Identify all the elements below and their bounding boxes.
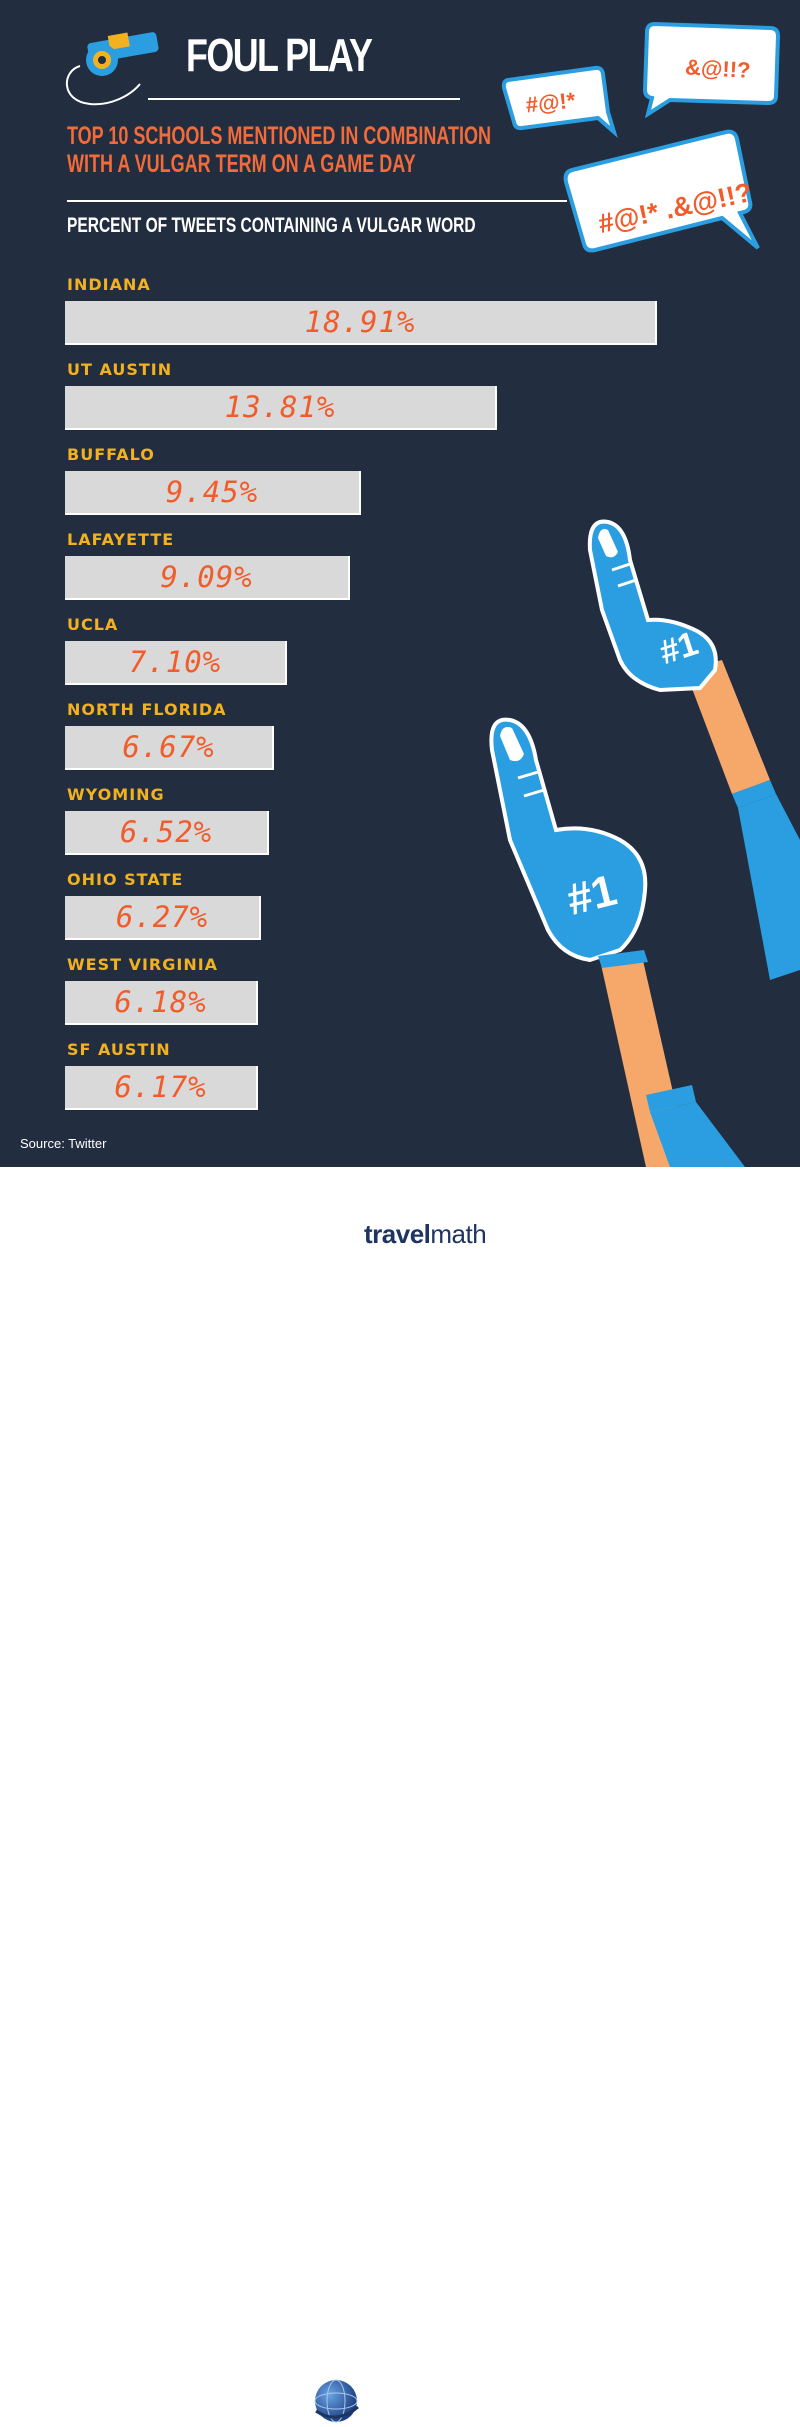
- category-label: NORTH FLORIDA: [67, 700, 227, 719]
- bar-value-label: 9.45%: [165, 475, 259, 509]
- brand-part-1: travel: [364, 1219, 431, 1249]
- chart-axis-label: PERCENT OF TWEETS CONTAINING A VULGAR WO…: [67, 214, 476, 237]
- bar-value-label: 6.27%: [115, 900, 209, 934]
- source-note: Source: Twitter: [20, 1136, 107, 1151]
- speech-bubbles: #@!* &@!!? #@!* .&@!!?: [501, 21, 781, 253]
- bar-value-label: 6.67%: [122, 730, 215, 764]
- category-label: UT AUSTIN: [67, 360, 173, 379]
- bar: 6.18%: [65, 981, 258, 1025]
- bar-value-label: 13.81%: [224, 390, 336, 424]
- speech-bubble-1: [501, 65, 618, 139]
- category-label: LAFAYETTE: [67, 530, 175, 549]
- brand-part-2: math: [430, 1219, 487, 1249]
- bar-value-label: 6.18%: [114, 985, 207, 1019]
- bar-value-label: 9.09%: [160, 560, 253, 594]
- bar-value-label: 6.17%: [114, 1070, 207, 1104]
- category-label: WEST VIRGINIA: [67, 955, 219, 974]
- foam-finger-back: #1: [587, 519, 800, 980]
- subtitle-line-2: WITH A VULGAR TERM ON A GAME DAY: [67, 150, 416, 178]
- category-label: UCLA: [67, 615, 119, 634]
- bar: 9.09%: [65, 556, 350, 600]
- whistle-icon: [65, 32, 159, 106]
- bar-value-label: 7.10%: [128, 645, 222, 679]
- footer: travelmath: [0, 1167, 800, 2423]
- bar-value-label: 6.52%: [119, 815, 213, 849]
- speech-bubble-3: [563, 129, 760, 253]
- bubble-2-text: &@!!?: [684, 54, 751, 82]
- category-label: OHIO STATE: [67, 870, 184, 889]
- subtitle: TOP 10 SCHOOLS MENTIONED IN COMBINATION …: [67, 122, 491, 178]
- bar: 18.91%: [65, 301, 657, 345]
- category-label: INDIANA: [67, 275, 151, 294]
- chart-divider: [67, 200, 567, 202]
- bar: 7.10%: [65, 641, 287, 685]
- foam-finger-illustration: #1 #1: [489, 519, 800, 1167]
- title-divider: [148, 98, 460, 100]
- infographic-canvas: FOUL PLAY TOP 10 SCHOOLS MENTIONED IN CO…: [0, 0, 800, 1167]
- foam-finger-front-text: #1: [562, 866, 621, 925]
- bar: 6.27%: [65, 896, 261, 940]
- category-label: WYOMING: [67, 785, 165, 804]
- bar: 6.52%: [65, 811, 269, 855]
- category-label: BUFFALO: [67, 445, 155, 464]
- bar: 13.81%: [65, 386, 497, 430]
- bar: 6.67%: [65, 726, 274, 770]
- bar-value-label: 18.91%: [304, 305, 416, 339]
- category-label: SF AUSTIN: [67, 1040, 171, 1059]
- bar: 6.17%: [65, 1066, 258, 1110]
- globe-logo-icon: [314, 2379, 359, 2423]
- subtitle-line-1: TOP 10 SCHOOLS MENTIONED IN COMBINATION: [67, 122, 492, 150]
- brand-wordmark[interactable]: travelmath: [364, 1219, 487, 1250]
- bubble-1-text: #@!*: [525, 87, 577, 117]
- page-title: FOUL PLAY: [186, 29, 373, 81]
- speech-bubble-2: [642, 21, 781, 119]
- bar: 9.45%: [65, 471, 361, 515]
- foam-finger-front: #1: [489, 717, 745, 1167]
